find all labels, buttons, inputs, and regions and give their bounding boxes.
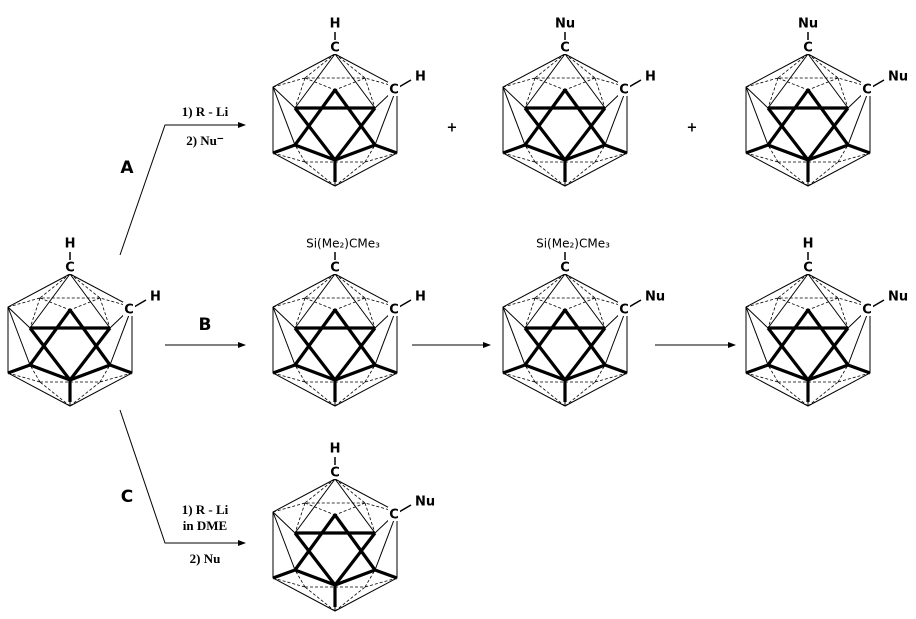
icosahedron <box>8 274 132 406</box>
atom: C <box>862 303 872 318</box>
molecule: Si(Me₂)CMe₃ C C H <box>273 237 426 407</box>
bond <box>872 80 884 87</box>
reagent: in DME <box>183 518 227 533</box>
atom: C <box>389 508 399 523</box>
icosahedron <box>746 274 870 406</box>
route-label: B <box>199 315 212 335</box>
icosahedron <box>503 274 627 406</box>
substituent: H <box>150 290 161 305</box>
substituent: Nu <box>798 17 818 32</box>
reaction-scheme: A 1) R - Li 2) Nu⁻ B C 1) R - Li in DME … <box>0 0 916 619</box>
plus-sign: + <box>447 121 458 136</box>
substituent: Si(Me₂)CMe₃ <box>536 237 610 251</box>
atom: C <box>124 303 134 318</box>
atom: C <box>560 261 570 276</box>
icosahedron <box>273 479 397 611</box>
reagent: 1) R - Li <box>182 502 229 517</box>
icosahedron <box>503 54 627 186</box>
substituent: Si(Me₂)CMe₃ <box>306 237 380 251</box>
substituent: H <box>803 237 814 252</box>
route-label: C <box>121 487 133 507</box>
atom: C <box>619 303 629 318</box>
plus-sign: + <box>687 121 698 136</box>
substituent: H <box>330 17 341 32</box>
atom: C <box>65 261 75 276</box>
atom: C <box>803 261 813 276</box>
substituent: Nu <box>888 290 908 305</box>
substituent: H <box>330 442 341 457</box>
bond <box>399 300 411 307</box>
reagent: 2) Nu⁻ <box>186 133 224 148</box>
bond <box>134 300 146 307</box>
reagent: 1) R - Li <box>182 104 229 119</box>
route-label: A <box>120 158 134 178</box>
substituent: H <box>645 70 656 85</box>
atom: C <box>389 303 399 318</box>
bond <box>629 300 641 307</box>
substituent: H <box>415 290 426 305</box>
icosahedron <box>273 54 397 186</box>
substituent: H <box>65 237 76 252</box>
atom: C <box>389 83 399 98</box>
molecule: Nu C C Nu <box>746 17 908 187</box>
atom: C <box>330 466 340 481</box>
molecule: Si(Me₂)CMe₃ C C Nu <box>503 237 665 407</box>
substituent: Nu <box>645 290 665 305</box>
arrow-a <box>120 125 245 255</box>
atom: C <box>330 261 340 276</box>
icosahedron <box>273 274 397 406</box>
atom: C <box>560 41 570 56</box>
bond <box>872 300 884 307</box>
substituent: Nu <box>888 70 908 85</box>
atom: C <box>862 83 872 98</box>
substituent: Nu <box>555 17 575 32</box>
molecule: Nu C C H <box>503 17 656 187</box>
bond <box>629 80 641 87</box>
atom: C <box>330 41 340 56</box>
atom: C <box>803 41 813 56</box>
atom: C <box>619 83 629 98</box>
reagent: 2) Nu <box>190 551 221 566</box>
substituent: H <box>415 70 426 85</box>
bond <box>399 505 411 512</box>
icosahedron <box>746 54 870 186</box>
substituent: Nu <box>415 495 435 510</box>
bond <box>399 80 411 87</box>
